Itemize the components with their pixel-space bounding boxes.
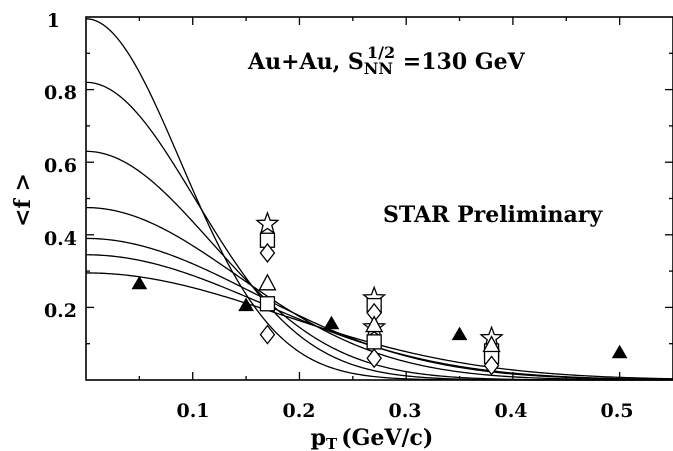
- square-marker: [259, 296, 276, 312]
- filled-triangle-marker: [323, 315, 340, 330]
- y-tick-label: 0.2: [44, 300, 77, 322]
- triangle-marker: [365, 315, 384, 333]
- model-curve: [85, 150, 673, 381]
- y-tick-label: 0.8: [44, 82, 77, 104]
- model-curve: [85, 206, 673, 381]
- square-marker: [366, 334, 382, 350]
- diamond-marker: [259, 324, 276, 345]
- x-tick-labels: 0.1 0.2 0.3 0.4 0.5: [176, 400, 633, 422]
- diamond-marker: [259, 242, 276, 264]
- y-tick-labels: 0.2 0.4 0.6 0.8 1: [44, 10, 77, 322]
- filled-triangle-marker: [451, 326, 468, 341]
- y-axis-label: <f >: [10, 173, 36, 227]
- filled-triangle-marker: [131, 275, 148, 290]
- x-tick-label: 0.2: [282, 400, 315, 422]
- filled-triangle-marker: [611, 344, 628, 359]
- triangle-marker: [258, 273, 277, 291]
- triangle-marker: [482, 335, 501, 353]
- diamond-marker: [483, 355, 500, 376]
- diamond-marker: [366, 348, 382, 369]
- y-tick-label: 0.4: [44, 228, 77, 250]
- filled-triangle-marker: [238, 297, 254, 312]
- star-marker: [255, 211, 280, 235]
- collision-system-label: Au+Au, SNN1/2 =130 GeV: [247, 43, 526, 78]
- x-tick-label: 0.4: [494, 400, 527, 422]
- preliminary-label: STAR Preliminary: [383, 202, 603, 228]
- data-markers: [131, 211, 628, 376]
- x-tick-label: 0.1: [176, 400, 209, 422]
- y-tick-label: 0.6: [44, 155, 77, 177]
- x-tick-label: 0.3: [388, 400, 421, 422]
- y-tick-label: 1: [47, 10, 60, 32]
- x-axis-label: pT (GeV/c): [311, 425, 434, 451]
- x-tick-label: 0.5: [600, 400, 633, 422]
